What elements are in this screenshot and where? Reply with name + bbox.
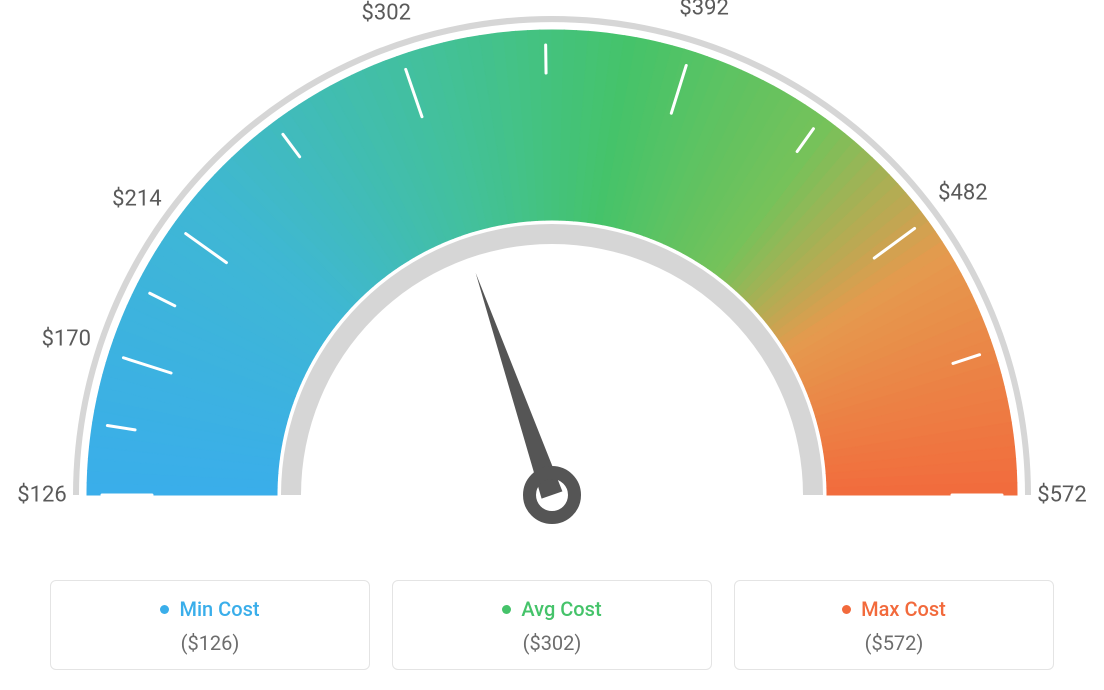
legend-value: ($302) — [393, 631, 711, 655]
legend-value: ($126) — [51, 631, 369, 655]
gauge-tick-label: $126 — [17, 483, 66, 508]
dot-icon — [160, 605, 169, 614]
dot-icon — [502, 605, 511, 614]
gauge-tick-label: $482 — [938, 180, 987, 205]
legend-row: Min Cost ($126) Avg Cost ($302) Max Cost… — [0, 580, 1104, 670]
gauge-tick-label: $170 — [42, 327, 91, 352]
legend-title-text: Min Cost — [179, 597, 259, 621]
gauge-tick-label: $572 — [1037, 483, 1086, 508]
gauge-chart: $126 $170 $214 $302 $392 $482 $572 — [0, 0, 1104, 560]
legend-title-text: Avg Cost — [521, 597, 601, 621]
legend-card-min: Min Cost ($126) — [50, 580, 370, 670]
legend-card-avg: Avg Cost ($302) — [392, 580, 712, 670]
gauge-tick-label: $302 — [361, 0, 410, 25]
legend-title: Avg Cost — [502, 597, 601, 621]
legend-title: Min Cost — [160, 597, 259, 621]
dot-icon — [842, 605, 851, 614]
legend-card-max: Max Cost ($572) — [734, 580, 1054, 670]
gauge-svg — [0, 0, 1104, 560]
gauge-tick-label: $392 — [679, 0, 728, 21]
gauge-tick-label: $214 — [112, 186, 161, 211]
legend-title: Max Cost — [842, 597, 946, 621]
legend-value: ($572) — [735, 631, 1053, 655]
legend-title-text: Max Cost — [861, 597, 946, 621]
